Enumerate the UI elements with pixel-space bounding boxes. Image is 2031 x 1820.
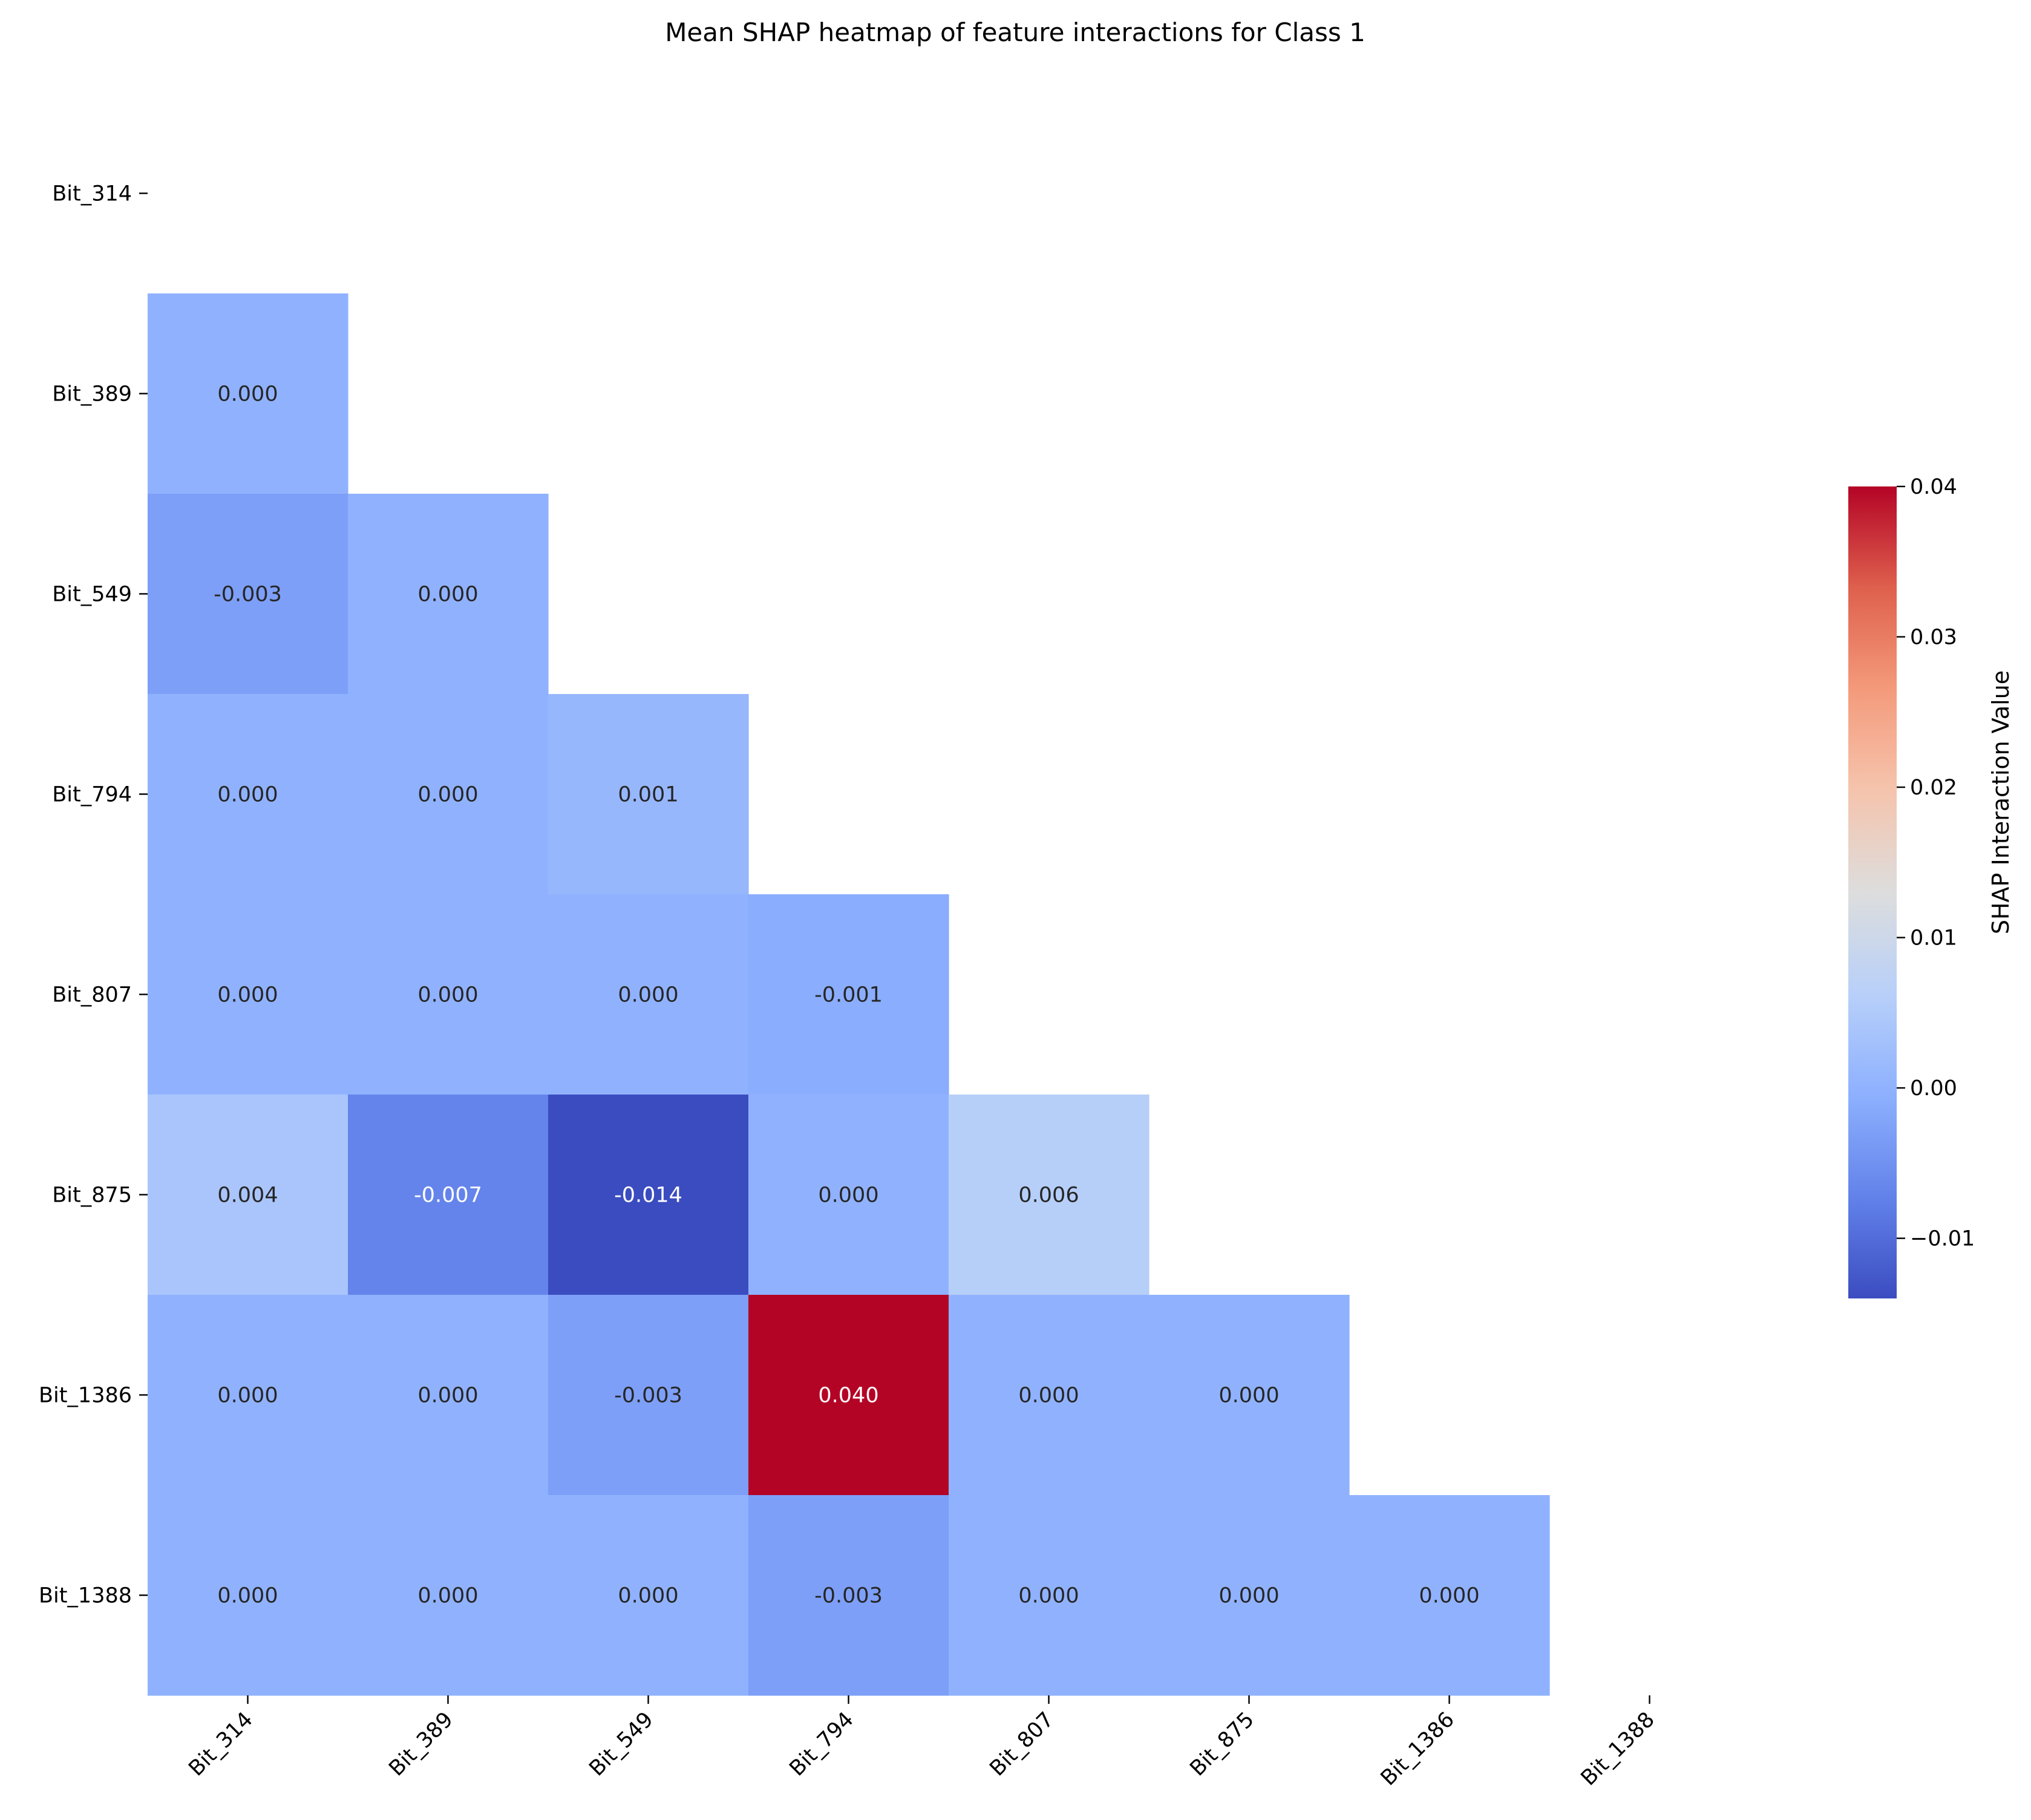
cell-value-label: 0.000 <box>217 382 278 407</box>
cell-value-label: 0.004 <box>217 1183 278 1208</box>
heatmap-cell <box>348 1495 549 1696</box>
heatmap-cell <box>748 1295 949 1496</box>
cell-value-label: 0.001 <box>618 783 678 807</box>
colorbar-label: SHAP Interaction Value <box>1987 670 2014 934</box>
heatmap-cell <box>348 494 549 695</box>
heatmap-cell <box>748 1495 949 1696</box>
x-tick-label: Bit_794 <box>785 1707 858 1781</box>
cell-value-label: 0.000 <box>417 583 478 607</box>
heatmap-cell-labels: 0.000 -0.003 0.000 0.000 0.000 0.001 0.000 0.00… <box>214 382 1480 1608</box>
cell-value-label: 0.000 <box>217 783 278 807</box>
heatmap-cell <box>348 694 549 895</box>
colorbar-gradient <box>1848 486 1897 1298</box>
y-tick-label: Bit_389 <box>52 382 132 407</box>
cell-value-label: -0.003 <box>214 583 282 607</box>
cell-value-label: -0.007 <box>414 1183 482 1208</box>
colorbar: −0.01 0.00 0.01 0.02 0.03 0.04 <box>1848 475 1975 1298</box>
y-axis: Bit_314 Bit_389 Bit_549 Bit_794 Bit_807 Bit_8… <box>39 182 148 1608</box>
cell-value-label: -0.001 <box>814 983 883 1007</box>
colorbar-tick-label: 0.04 <box>1910 475 1957 499</box>
y-tick-label: Bit_807 <box>52 983 132 1007</box>
x-tick-label: Bit_1388 <box>1577 1707 1660 1790</box>
chart-title: Mean SHAP heatmap of feature interaction… <box>665 18 1365 47</box>
cell-value-label: 0.000 <box>618 1584 678 1608</box>
cell-value-label: 0.000 <box>1218 1384 1279 1408</box>
x-axis: Bit_314 Bit_389 Bit_549 Bit_794 Bit_807 Bit_8… <box>184 1695 1660 1790</box>
heatmap-cell <box>148 894 348 1095</box>
heatmap-cell <box>148 1295 348 1496</box>
cell-value-label: 0.000 <box>1419 1584 1479 1608</box>
heatmap-cells <box>148 293 1550 1696</box>
cell-value-label: 0.040 <box>818 1384 878 1408</box>
x-tick-label: Bit_389 <box>384 1707 457 1781</box>
heatmap-cell <box>949 1095 1150 1295</box>
cell-value-label: 0.000 <box>1218 1584 1279 1608</box>
cell-value-label: 0.000 <box>417 1584 478 1608</box>
heatmap-cell <box>1149 1495 1350 1696</box>
y-tick-label: Bit_794 <box>52 783 132 807</box>
cell-value-label: 0.000 <box>1018 1384 1079 1408</box>
heatmap-cell <box>548 1095 749 1295</box>
x-tick-label: Bit_1386 <box>1376 1707 1459 1790</box>
y-tick-label: Bit_875 <box>52 1183 132 1208</box>
x-tick-label: Bit_875 <box>1185 1707 1258 1781</box>
y-tick-label: Bit_314 <box>52 182 132 206</box>
x-tick-label: Bit_549 <box>584 1707 658 1781</box>
heatmap-cell <box>548 1295 749 1496</box>
y-tick-label: Bit_1388 <box>39 1584 132 1608</box>
heatmap-cell <box>548 694 749 895</box>
heatmap-cell <box>748 894 949 1095</box>
y-tick-label: Bit_1386 <box>39 1384 132 1408</box>
heatmap-cell <box>148 1095 348 1295</box>
heatmap-cell <box>148 694 348 895</box>
cell-value-label: -0.003 <box>614 1384 682 1408</box>
cell-value-label: 0.000 <box>818 1183 878 1208</box>
heatmap-cell <box>548 894 749 1095</box>
heatmap-cell <box>148 293 348 494</box>
cell-value-label: 0.000 <box>1018 1584 1079 1608</box>
heatmap-cell <box>348 1095 549 1295</box>
x-tick-label: Bit_807 <box>985 1707 1058 1781</box>
cell-value-label: 0.000 <box>417 983 478 1007</box>
colorbar-tick-label: 0.01 <box>1910 926 1957 951</box>
cell-value-label: 0.000 <box>417 1384 478 1408</box>
y-tick-label: Bit_549 <box>52 583 132 607</box>
x-tick-label: Bit_314 <box>184 1707 257 1781</box>
heatmap-cell <box>949 1495 1150 1696</box>
cell-value-label: 0.000 <box>618 983 678 1007</box>
heatmap-cell <box>1149 1295 1350 1496</box>
cell-value-label: -0.014 <box>614 1183 682 1208</box>
heatmap-cell <box>548 1495 749 1696</box>
cell-value-label: 0.000 <box>217 1384 278 1408</box>
heatmap-cell <box>148 1495 348 1696</box>
cell-value-label: 0.000 <box>217 983 278 1007</box>
colorbar-tick-label: 0.00 <box>1910 1076 1957 1101</box>
heatmap-cell <box>348 894 549 1095</box>
cell-value-label: -0.003 <box>814 1584 883 1608</box>
heatmap-cell <box>1349 1495 1550 1696</box>
colorbar-tick-label: −0.01 <box>1910 1227 1975 1251</box>
cell-value-label: 0.006 <box>1018 1183 1079 1208</box>
cell-value-label: 0.000 <box>217 1584 278 1608</box>
heatmap-cell <box>148 494 348 695</box>
heatmap-cell <box>949 1295 1150 1496</box>
heatmap-cell <box>748 1095 949 1295</box>
heatmap-cell <box>348 1295 549 1496</box>
cell-value-label: 0.000 <box>417 783 478 807</box>
colorbar-tick-label: 0.03 <box>1910 626 1957 650</box>
colorbar-tick-label: 0.02 <box>1910 776 1957 800</box>
